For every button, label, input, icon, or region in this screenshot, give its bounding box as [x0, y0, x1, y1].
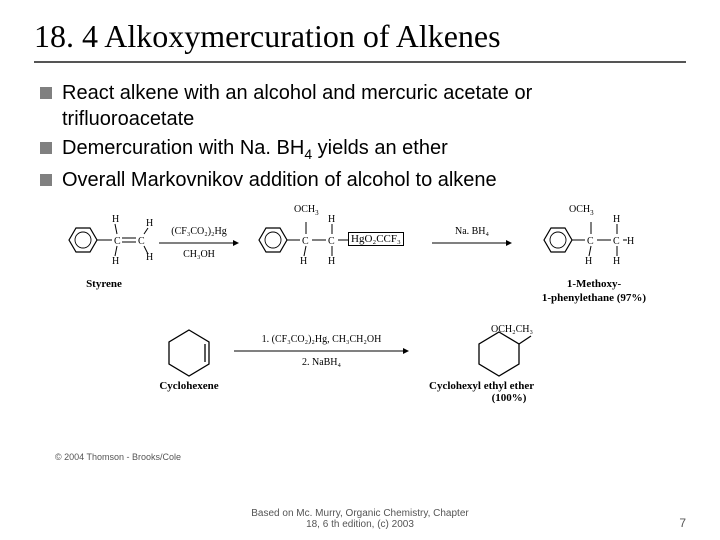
svg-text:H: H — [328, 256, 335, 267]
bullet-2-sub: 4 — [304, 146, 312, 162]
cyclohexene-structure: Cyclohexene — [154, 324, 224, 392]
styrene-label: Styrene — [54, 278, 154, 290]
rxn2-prod-label: Cyclohexyl ethyl ether — [429, 380, 589, 392]
footer-citation: Based on Mc. Murry, Organic Chemistry, C… — [0, 508, 720, 530]
reaction-2: Cyclohexene 1. (CF₃CO₂)₂Hg, CH₃CH₂OH 2. … — [34, 324, 686, 434]
arrow2-svg — [432, 238, 512, 248]
intermed-och3: OCH3 — [294, 204, 319, 217]
bullet-2-post: yields an ether — [312, 137, 448, 159]
bullet-list: React alkene with an alcohol and mercuri… — [34, 81, 686, 194]
rxn2-arrow: 1. (CF₃CO₂)₂Hg, CH₃CH₂OH 2. NaBH₄ — [234, 334, 409, 368]
styrene-structure: C C H H H H Styrene — [54, 204, 154, 290]
svg-text:H: H — [112, 256, 119, 267]
rxn1-reagent1-top: (CF₃CO₂)₂Hg — [171, 226, 226, 237]
slide: 18. 4 Alkoxymercuration of Alkenes React… — [0, 0, 720, 540]
bullet-3: Overall Markovnikov addition of alcohol … — [40, 168, 686, 194]
svg-text:H: H — [146, 252, 153, 263]
rxn2-prod-yield: (100%) — [429, 392, 589, 404]
footer-line1: Based on Mc. Murry, Organic Chemistry, C… — [251, 508, 468, 519]
svg-text:C: C — [114, 236, 121, 247]
rxn1-arrow-1: (CF₃CO₂)₂Hg CH₃OH — [159, 226, 239, 260]
svg-text:H: H — [613, 214, 620, 225]
svg-text:C: C — [328, 236, 335, 247]
reaction-1: C C H H H H Styrene (CF₃CO₂)₂Hg — [34, 204, 686, 324]
svg-text:H: H — [585, 256, 592, 267]
bullet-1-line2: trifluoroacetate — [62, 108, 194, 130]
svg-text:C: C — [138, 236, 145, 247]
page-number: 7 — [679, 516, 686, 530]
prod-och3: OCH3 — [569, 204, 594, 217]
bullet-1-line1: React alkene with an alcohol and mercuri… — [62, 82, 532, 104]
intermed-hg-group: HgO₂CCF₃ — [348, 232, 404, 246]
svg-text:H: H — [112, 214, 119, 225]
rxn1-reagent1-bot: CH₃OH — [183, 249, 215, 260]
product-svg: C C H H H H — [529, 204, 659, 276]
arrow1-svg — [159, 238, 239, 248]
rxn2-arrow-svg — [234, 346, 409, 356]
svg-text:H: H — [328, 214, 335, 225]
svg-text:C: C — [587, 236, 594, 247]
bullet-2: Demercuration with Na. BH4 yields an eth… — [40, 136, 686, 164]
rxn1-reagent2: Na. BH₄ — [455, 226, 489, 237]
rxn2-step2: 2. NaBH₄ — [302, 357, 341, 368]
svg-text:H: H — [146, 218, 153, 229]
rxn1-product: C C H H H H OCH3 1-Methoxy- 1-phenyletha… — [519, 204, 669, 304]
svg-text:C: C — [302, 236, 309, 247]
footer-line2: 18, 6 th edition, (c) 2003 — [306, 519, 414, 530]
bullet-1: React alkene with an alcohol and mercuri… — [40, 81, 686, 132]
svg-text:H: H — [613, 256, 620, 267]
copyright-text: © 2004 Thomson - Brooks/Cole — [55, 452, 181, 462]
svg-text:H: H — [627, 236, 634, 247]
rxn2-step1: 1. (CF₃CO₂)₂Hg, CH₃CH₂OH — [262, 334, 382, 345]
rxn2-prod-group: OCH₂CH₃ — [491, 324, 533, 335]
cyclohexene-label: Cyclohexene — [154, 380, 224, 392]
svg-text:H: H — [300, 256, 307, 267]
rxn1-prod-label2: 1-phenylethane (97%) — [519, 292, 669, 304]
rxn1-intermediate: C C H H H OCH3 HgO₂CCF₃ — [244, 204, 424, 276]
rxn1-prod-label1: 1-Methoxy- — [519, 278, 669, 290]
svg-text:C: C — [613, 236, 620, 247]
cyclohexene-svg — [159, 324, 219, 378]
slide-title: 18. 4 Alkoxymercuration of Alkenes — [34, 18, 686, 55]
bullet-2-pre: Demercuration with Na. BH — [62, 137, 304, 159]
title-rule — [34, 61, 686, 63]
styrene-svg: C C H H H H — [54, 204, 154, 276]
rxn2-product: OCH₂CH₃ Cyclohexyl ethyl ether (100%) — [429, 324, 589, 404]
rxn1-arrow-2: Na. BH₄ — [432, 226, 512, 260]
